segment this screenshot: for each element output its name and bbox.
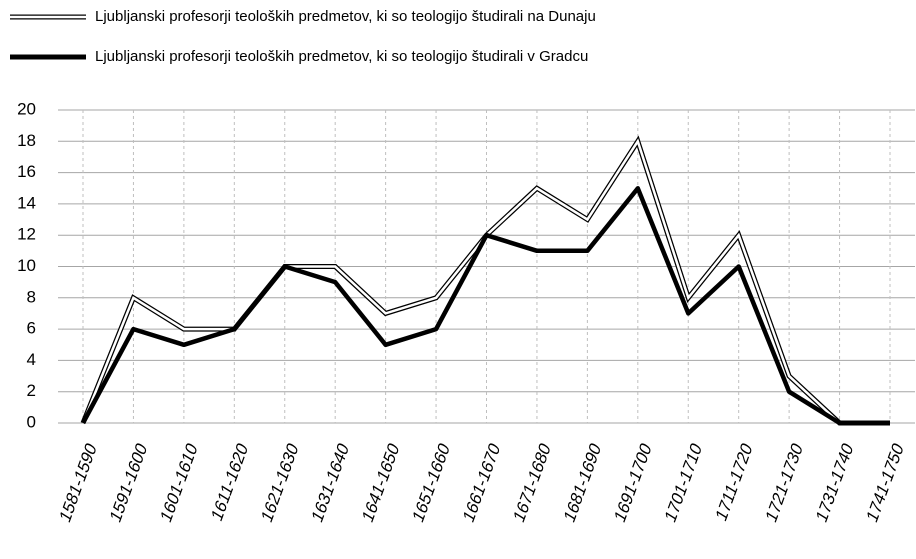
y-tick-label: 8 <box>27 287 36 306</box>
x-tick-label: 1711-1720 <box>711 439 756 525</box>
x-tick-label: 1671-1680 <box>509 439 554 526</box>
x-tick-label: 1701-1710 <box>661 439 706 526</box>
x-tick-label: 1721-1730 <box>762 439 807 526</box>
x-tick-label: 1591-1600 <box>106 439 151 526</box>
x-tick-label: 1681-1690 <box>560 439 605 526</box>
y-tick-label: 12 <box>17 225 36 244</box>
y-tick-label: 10 <box>17 256 36 275</box>
x-tick-label: 1691-1700 <box>610 439 655 526</box>
x-tick-label: 1741-1750 <box>862 439 907 526</box>
x-tick-label: 1641-1650 <box>358 439 403 526</box>
y-tick-label: 18 <box>17 131 36 150</box>
x-tick-label: 1631-1640 <box>308 439 353 526</box>
y-tick-label: 0 <box>27 412 36 431</box>
x-tick-label: 1601-1610 <box>156 439 201 526</box>
x-tick-label: 1611-1620 <box>207 439 252 525</box>
x-tick-label: 1731-1740 <box>812 439 857 526</box>
y-tick-label: 4 <box>27 350 36 369</box>
series-line <box>81 186 890 426</box>
x-tick-label: 1621-1630 <box>257 439 302 526</box>
y-tick-label: 6 <box>27 319 36 338</box>
y-tick-label: 14 <box>17 193 36 212</box>
x-tick-label: 1581-1590 <box>55 439 100 526</box>
y-tick-label: 2 <box>27 381 36 400</box>
y-tick-label: 16 <box>17 162 36 181</box>
x-tick-label: 1661-1670 <box>459 439 504 526</box>
x-tick-label: 1651-1660 <box>408 439 453 526</box>
legend-label: Ljubljanski profesorji teoloških predmet… <box>95 48 588 65</box>
y-tick-label: 20 <box>17 99 36 118</box>
legend-label: Ljubljanski profesorji teoloških predmet… <box>95 8 596 25</box>
